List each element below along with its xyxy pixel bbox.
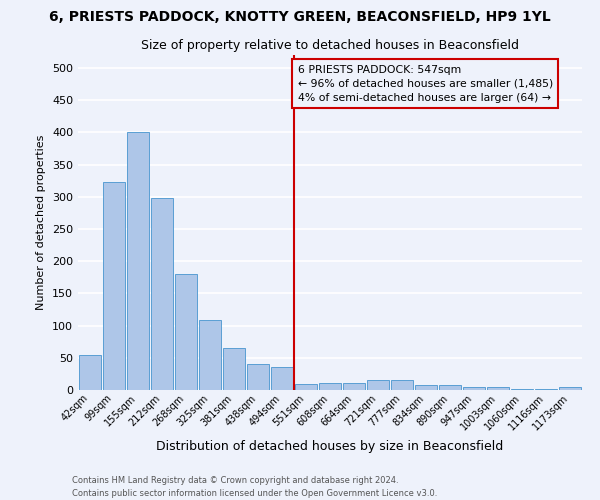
Bar	[343, 383, 365, 390]
Bar	[295, 384, 317, 390]
Text: 6 PRIESTS PADDOCK: 547sqm
← 96% of detached houses are smaller (1,485)
4% of sem: 6 PRIESTS PADDOCK: 547sqm ← 96% of detac…	[298, 64, 553, 102]
Bar	[487, 387, 509, 390]
Text: Contains HM Land Registry data © Crown copyright and database right 2024.
Contai: Contains HM Land Registry data © Crown c…	[72, 476, 437, 498]
Text: 6, PRIESTS PADDOCK, KNOTTY GREEN, BEACONSFIELD, HP9 1YL: 6, PRIESTS PADDOCK, KNOTTY GREEN, BEACON…	[49, 10, 551, 24]
Bar	[415, 385, 437, 390]
Bar	[199, 320, 221, 390]
Bar	[247, 364, 269, 390]
Bar	[103, 182, 125, 390]
Bar	[559, 387, 581, 390]
Bar	[319, 383, 341, 390]
Bar	[391, 380, 413, 390]
Bar	[127, 132, 149, 390]
Bar	[151, 198, 173, 390]
Bar	[511, 388, 533, 390]
Bar	[367, 380, 389, 390]
Bar	[463, 387, 485, 390]
Bar	[271, 367, 293, 390]
Bar	[79, 354, 101, 390]
Bar	[223, 348, 245, 390]
X-axis label: Distribution of detached houses by size in Beaconsfield: Distribution of detached houses by size …	[157, 440, 503, 454]
Title: Size of property relative to detached houses in Beaconsfield: Size of property relative to detached ho…	[141, 40, 519, 52]
Bar	[175, 274, 197, 390]
Bar	[439, 385, 461, 390]
Y-axis label: Number of detached properties: Number of detached properties	[37, 135, 46, 310]
